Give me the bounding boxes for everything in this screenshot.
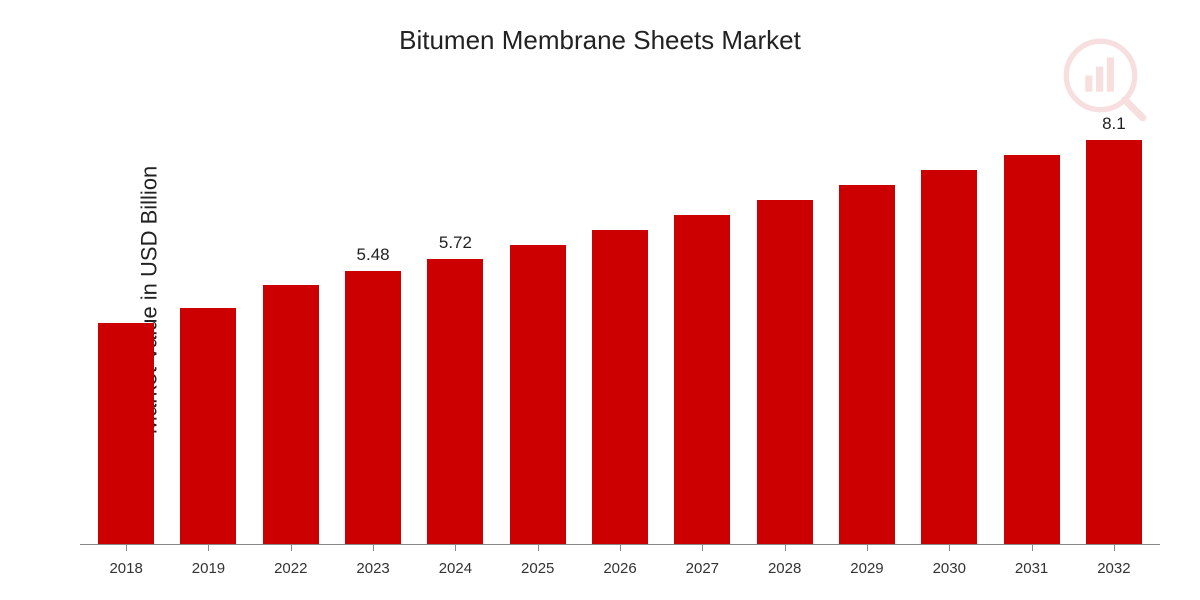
bar xyxy=(839,185,895,545)
x-tick-label: 2031 xyxy=(990,550,1072,580)
bar-value-label: 5.48 xyxy=(357,245,390,265)
bar xyxy=(921,170,977,545)
bar xyxy=(180,308,236,546)
bar xyxy=(1004,155,1060,545)
x-axis: 2018201920222023202420252026202720282029… xyxy=(80,550,1160,580)
x-tick-label: 2028 xyxy=(744,550,826,580)
bar xyxy=(510,245,566,545)
bar xyxy=(1086,140,1142,545)
bar-group: 5.72 xyxy=(414,95,496,545)
bar-group xyxy=(908,95,990,545)
bar-group xyxy=(744,95,826,545)
x-tick-label: 2032 xyxy=(1073,550,1155,580)
x-tick-label: 2019 xyxy=(167,550,249,580)
bar-group xyxy=(167,95,249,545)
x-tick-label: 2024 xyxy=(414,550,496,580)
bar-group xyxy=(579,95,661,545)
bar-value-label: 8.1 xyxy=(1102,114,1126,134)
bar-group xyxy=(826,95,908,545)
bar xyxy=(674,215,730,545)
x-tick-label: 2025 xyxy=(497,550,579,580)
x-tick-label: 2027 xyxy=(661,550,743,580)
x-tick-label: 2026 xyxy=(579,550,661,580)
bar-group xyxy=(990,95,1072,545)
bar xyxy=(345,271,401,545)
bar xyxy=(263,285,319,545)
bar xyxy=(757,200,813,545)
x-tick-label: 2023 xyxy=(332,550,414,580)
bar xyxy=(427,259,483,545)
bar-group xyxy=(661,95,743,545)
bar-group: 8.1 xyxy=(1073,95,1155,545)
x-tick-label: 2022 xyxy=(250,550,332,580)
bar xyxy=(592,230,648,545)
x-tick-label: 2018 xyxy=(85,550,167,580)
chart-title: Bitumen Membrane Sheets Market xyxy=(0,25,1200,56)
bars-container: 5.48 5.72 8.1 xyxy=(80,95,1160,545)
x-tick-label: 2030 xyxy=(908,550,990,580)
chart-container: Bitumen Membrane Sheets Market Market Va… xyxy=(0,0,1200,600)
bar-group xyxy=(250,95,332,545)
x-tick-label: 2029 xyxy=(826,550,908,580)
bar-group xyxy=(85,95,167,545)
plot-area: 5.48 5.72 8.1 xyxy=(80,95,1160,545)
bar-group: 5.48 xyxy=(332,95,414,545)
bar xyxy=(98,323,154,546)
bar-value-label: 5.72 xyxy=(439,233,472,253)
bar-group xyxy=(497,95,579,545)
